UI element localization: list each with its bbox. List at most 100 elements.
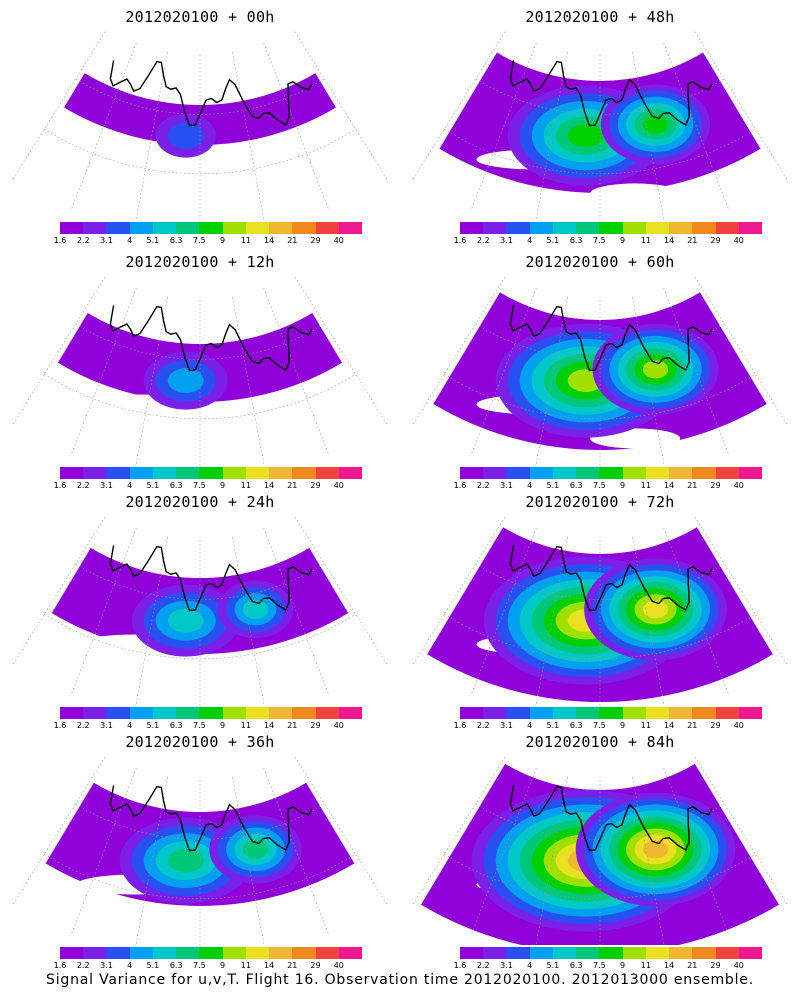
map-panel: 2012020100 + 00h 1.6 2.2 3.1 4 5.1 6.3 7.5 9 11 14… bbox=[0, 0, 400, 245]
colorbar-tick-label: 14 bbox=[664, 721, 675, 730]
colorbar-swatch bbox=[199, 467, 223, 479]
colorbar bbox=[460, 947, 763, 959]
colorbar-swatch bbox=[292, 467, 316, 479]
colorbar-tick-label: 1.6 bbox=[453, 236, 467, 245]
colorbar-tick-label: 3.1 bbox=[100, 961, 113, 970]
colorbar-swatch bbox=[645, 707, 670, 719]
low-variance-gap bbox=[35, 418, 116, 439]
colorbar-tick-label: 4 bbox=[527, 961, 533, 970]
colorbar-tick-label: 1.6 bbox=[53, 481, 67, 490]
colorbar-swatch bbox=[460, 222, 484, 234]
graticule-parallel bbox=[44, 373, 356, 420]
colorbar-tick-label: 29 bbox=[310, 721, 321, 730]
colorbar-swatch bbox=[576, 467, 600, 479]
colorbar-swatch bbox=[106, 947, 130, 959]
colorbar-tick-label: 1.6 bbox=[453, 961, 467, 970]
colorbar-swatch bbox=[176, 467, 200, 479]
colorbar-tick-label: 1.6 bbox=[53, 721, 67, 730]
colorbar-swatch bbox=[529, 467, 553, 479]
panel-title: 2012020100 + 72h bbox=[525, 493, 675, 511]
coastline bbox=[509, 305, 713, 372]
colorbar-swatch bbox=[269, 467, 293, 479]
colorbar-tick-label: 11 bbox=[240, 961, 251, 970]
colorbar-swatch bbox=[292, 947, 316, 959]
variance-contour bbox=[242, 839, 269, 859]
colorbar-swatch bbox=[715, 222, 739, 234]
variance-map bbox=[11, 30, 389, 220]
colorbar-tick-label: 40 bbox=[333, 961, 344, 970]
colorbar-swatch bbox=[60, 707, 84, 719]
colorbar-tick-label: 3.1 bbox=[100, 721, 113, 730]
colorbar-swatch bbox=[129, 707, 153, 719]
graticule-parallel bbox=[44, 853, 356, 900]
colorbar-swatch bbox=[692, 467, 716, 479]
variance-contour bbox=[642, 115, 669, 134]
colorbar-swatch bbox=[152, 707, 177, 719]
colorbar-swatch bbox=[83, 467, 107, 479]
colorbar-swatch bbox=[176, 947, 200, 959]
colorbar-swatch bbox=[245, 707, 270, 719]
graticule-parallel bbox=[444, 853, 756, 900]
colorbar-swatch bbox=[529, 707, 553, 719]
variance-contour bbox=[167, 608, 204, 633]
colorbar-tick-label: 9 bbox=[620, 721, 626, 730]
colorbar-swatch bbox=[692, 707, 716, 719]
colorbar-tick-label: 3.1 bbox=[500, 961, 513, 970]
colorbar-labels: 1.6 2.2 3.1 4 5.1 6.3 7.5 9 11 14 21 29 40 bbox=[54, 236, 362, 246]
colorbar-swatch bbox=[129, 467, 153, 479]
colorbar bbox=[60, 467, 363, 479]
colorbar-labels: 1.6 2.2 3.1 4 5.1 6.3 7.5 9 11 14 21 29 40 bbox=[454, 236, 762, 246]
colorbar-swatch bbox=[60, 222, 84, 234]
colorbar-tick-label: 14 bbox=[264, 721, 275, 730]
colorbar-tick-label: 29 bbox=[710, 961, 721, 970]
colorbar-tick-label: 21 bbox=[687, 721, 698, 730]
colorbar-labels: 1.6 2.2 3.1 4 5.1 6.3 7.5 9 11 14 21 29 40 bbox=[454, 721, 762, 731]
colorbar-swatch bbox=[576, 707, 600, 719]
colorbar-swatch bbox=[152, 222, 177, 234]
colorbar-swatch bbox=[645, 222, 670, 234]
colorbar-swatch bbox=[460, 947, 484, 959]
variance-contour bbox=[167, 122, 204, 149]
colorbar-swatch bbox=[199, 222, 223, 234]
colorbar-tick-label: 29 bbox=[710, 481, 721, 490]
colorbar-swatch bbox=[645, 947, 670, 959]
map-panel: 2012020100 + 72h 1.6 2.2 3.1 4 5.1 6.3 7.5 9 11 14… bbox=[400, 485, 800, 730]
colorbar-swatch bbox=[622, 467, 646, 479]
colorbar bbox=[460, 707, 763, 719]
low-variance-gap bbox=[35, 658, 116, 679]
colorbar-swatch bbox=[738, 707, 763, 719]
colorbar-tick-label: 2.2 bbox=[476, 481, 490, 490]
colorbar-tick-label: 4 bbox=[127, 481, 133, 490]
colorbar-tick-label: 2.2 bbox=[476, 721, 490, 730]
colorbar-swatch bbox=[552, 707, 577, 719]
variance-field bbox=[64, 73, 336, 146]
coastline bbox=[109, 785, 313, 852]
colorbar-tick-label: 3.1 bbox=[100, 236, 113, 245]
colorbar-tick-label: 2.2 bbox=[76, 721, 90, 730]
colorbar-tick-label: 29 bbox=[310, 236, 321, 245]
map-panel: 2012020100 + 84h 1.6 2.2 3.1 4 5.1 6.3 7.5 9 11 14… bbox=[400, 725, 800, 970]
colorbar-swatch bbox=[269, 707, 293, 719]
colorbar-tick-label: 7.5 bbox=[193, 961, 206, 970]
colorbar-tick-label: 6.3 bbox=[169, 961, 183, 970]
colorbar-tick-label: 3.1 bbox=[100, 481, 113, 490]
colorbar-swatch bbox=[552, 947, 577, 959]
colorbar-tick-label: 2.2 bbox=[76, 236, 90, 245]
colorbar-tick-label: 4 bbox=[527, 236, 533, 245]
colorbar-swatch bbox=[669, 947, 693, 959]
colorbar-tick-label: 21 bbox=[287, 236, 298, 245]
variance-map bbox=[411, 30, 789, 220]
colorbar-tick-label: 7.5 bbox=[193, 481, 206, 490]
colorbar-swatch bbox=[506, 467, 530, 479]
colorbar-tick-label: 9 bbox=[220, 721, 226, 730]
colorbar-tick-label: 5.1 bbox=[546, 961, 560, 970]
variance-contour bbox=[642, 840, 669, 859]
panel-title: 2012020100 + 12h bbox=[125, 253, 275, 271]
low-variance-gap bbox=[190, 428, 281, 449]
colorbar-tick-label: 21 bbox=[687, 481, 698, 490]
colorbar-tick-label: 9 bbox=[220, 481, 226, 490]
colorbar-tick-label: 6.3 bbox=[569, 236, 583, 245]
colorbar bbox=[60, 947, 363, 959]
colorbar-tick-label: 4 bbox=[527, 481, 533, 490]
colorbar-tick-label: 40 bbox=[733, 481, 744, 490]
